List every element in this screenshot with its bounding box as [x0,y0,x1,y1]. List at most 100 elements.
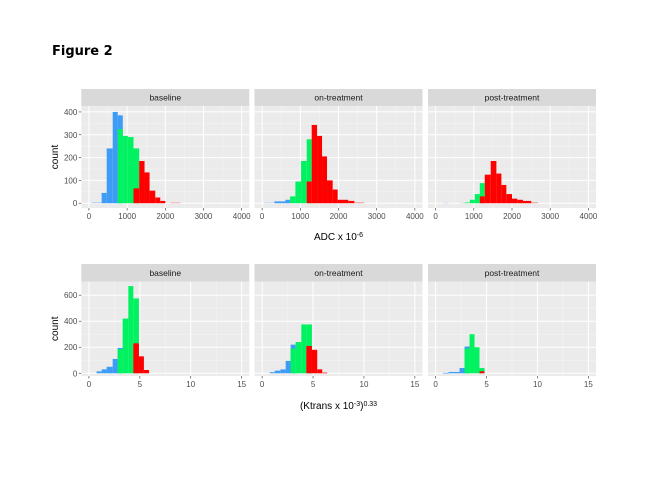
x-tick-label: 5 [311,380,316,389]
x-tick-label: 10 [533,380,542,389]
histogram-bar-green [306,139,312,204]
x-tick-label: 3000 [368,212,386,221]
facet-post-treatment: post-treatment 0 1000 2000 3000 4000 [428,89,598,221]
x-axis-label: ADC x 10-6 [314,232,363,244]
histogram-bar-blue [285,360,291,374]
histogram-bar-blue [280,369,286,374]
facet-strip [254,264,423,282]
facet-strip [254,89,423,106]
histogram-bar-red-light [531,202,538,204]
x-tick-label: 0 [433,212,438,221]
histogram-bar-green [290,196,296,204]
x-tick-label: 15 [584,380,593,389]
histogram-bar-red [155,197,161,204]
x-tick-label: 10 [360,380,369,389]
histogram-bar-blue [112,111,118,204]
histogram-bar-red [332,189,338,204]
x-tick-label: 0 [260,212,265,221]
histogram-bar-red [144,172,150,204]
histogram-bar-blue [459,368,465,374]
histogram-bar-red [138,356,144,374]
histogram-bar-green [469,199,475,204]
histogram-bar-red-light [354,202,365,204]
histogram-bar-blue [96,371,102,374]
histogram-bar-green [479,368,485,374]
x-axis-label-exponent: -3 [354,401,360,408]
histogram-bar-green [301,324,307,374]
facet-on-treatment: on-treatment 0 5 10 15 [254,264,423,389]
histogram-bar-blue [269,372,275,374]
x-tick-label: 4000 [233,212,251,221]
histogram-bar-red [327,180,333,204]
histogram-bar-red [317,369,323,374]
y-axis-label: count [50,145,61,170]
y-tick-label: 400 [64,317,78,326]
histogram-bar-red [506,194,512,204]
histogram-bar-red [337,199,349,204]
x-tick-label: 2000 [156,212,174,221]
histogram-bar-red [322,156,328,204]
histogram-bar-blue [442,372,449,374]
histogram-bar-green [469,334,475,374]
facet-strip [428,89,596,106]
histogram-bar-green [133,298,139,374]
histogram-bar-red [160,200,166,204]
histogram-bar-red [306,181,312,204]
histogram-bar-green [128,286,134,374]
facet-on-treatment: on-treatment 0 1000 2000 3000 4000 [254,89,424,221]
y-tick-label: 600 [64,291,78,300]
facet-post-treatment: post-treatment 0 5 10 15 [428,264,596,389]
histogram-bar-blue [274,370,281,374]
facet-strip-label: post-treatment [485,268,540,278]
facet-strip [81,89,250,106]
histogram-bar-green [295,342,302,374]
histogram-bar-red [311,349,318,374]
x-axis-label-exponent: 0.33 [363,401,377,408]
x-tick-label: 10 [186,380,195,389]
facet-strip-label: on-treatment [314,268,363,278]
histogram-bar-red [512,198,518,204]
x-tick-label: 5 [484,380,489,389]
x-tick-label: 0 [87,380,92,389]
histogram-bar-red [139,160,145,204]
histogram-bar-red-light [170,202,181,204]
histogram-bar-green [474,194,480,204]
histogram-bar-green [474,347,480,374]
histogram-bar-red [496,173,502,204]
y-tick-label: 200 [64,343,78,352]
x-tick-label: 15 [410,380,419,389]
histogram-bar-red [348,200,355,204]
histogram-bar-red [149,190,156,204]
histogram-bar-green [122,135,128,204]
x-tick-label: 4000 [406,212,424,221]
facet-strip [428,264,596,282]
figure-title: Figure 2 [52,44,113,59]
facet-baseline: baseline 0 1000 2000 3000 4000 0 100 200 300 400 co… [50,89,251,221]
histogram-bar-red [501,184,507,204]
histogram-bar-green [479,183,485,204]
facet-strip-label: baseline [149,268,181,278]
y-tick-label: 200 [64,154,78,163]
histogram-bar-red [517,199,523,204]
histogram-bar-blue-light [264,202,275,204]
histogram-bar-red [133,188,140,204]
histogram-bar-green [464,202,470,204]
x-tick-label: 0 [260,380,265,389]
facet-baseline: baseline 0 5 10 15 0 200 400 600 count [50,264,250,389]
histogram-bar-blue [274,201,286,204]
facet-strip-label: baseline [149,93,181,103]
histogram-bar-red [311,124,318,204]
x-tick-label: 5 [138,380,143,389]
histogram-bar-green [295,181,302,204]
x-tick-label: 4000 [579,212,597,221]
facet-strip [81,264,250,282]
x-tick-label: 1000 [118,212,136,221]
x-tick-label: 3000 [541,212,559,221]
histogram-bar-red [133,343,139,374]
y-tick-label: 100 [64,176,78,185]
histogram-bar-green [464,348,470,374]
facet-strip-label: on-treatment [314,93,363,103]
histogram-bar-blue [101,369,107,374]
histogram-bar-red [522,200,532,204]
